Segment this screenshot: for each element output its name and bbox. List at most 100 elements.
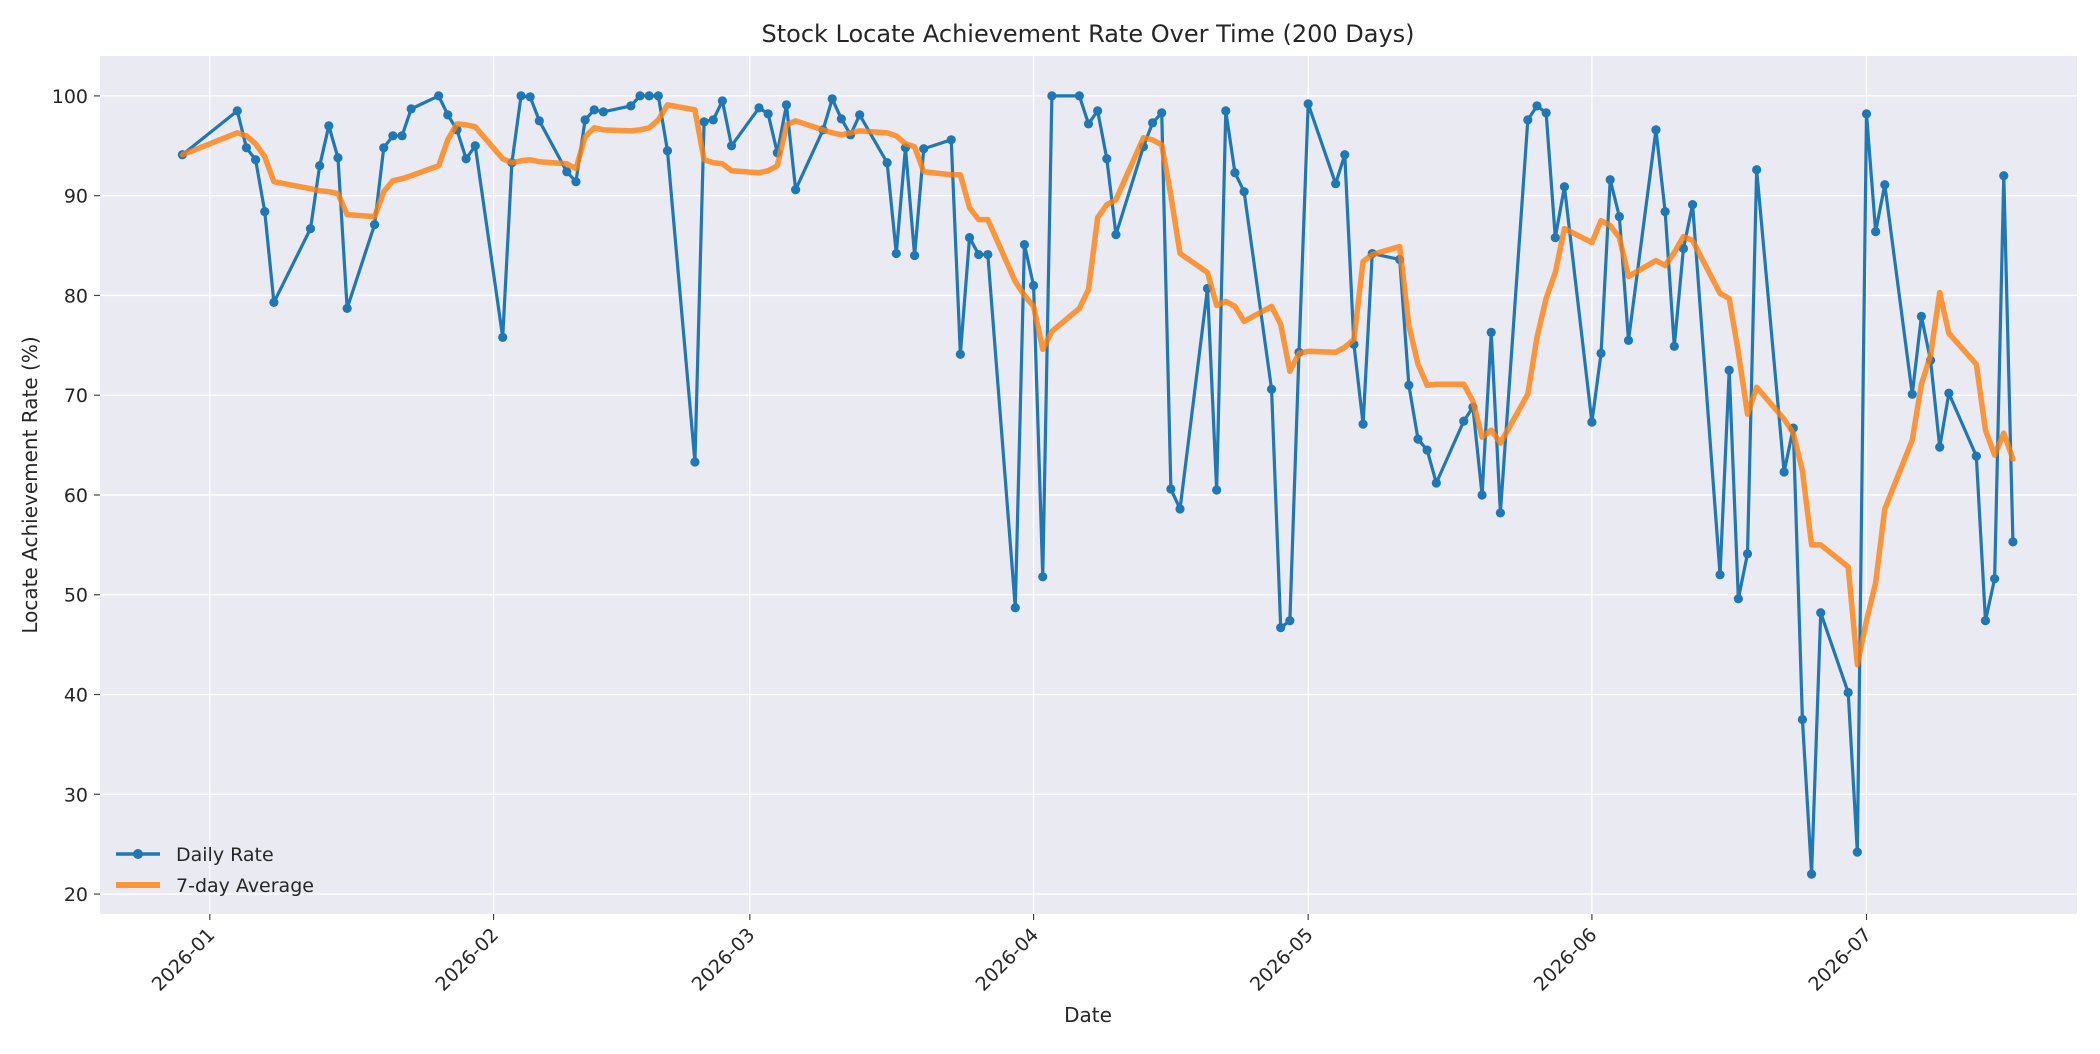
y-tick-label: 40 — [64, 685, 88, 707]
data-point — [369, 220, 380, 230]
chart-title: Stock Locate Achievement Rate Over Time … — [761, 20, 1414, 48]
data-point — [1861, 109, 1872, 119]
data-point — [1175, 504, 1185, 514]
data-point — [461, 154, 471, 164]
data-point — [1111, 229, 1121, 240]
series-line-7-day-average — [179, 102, 2016, 668]
x-tick-label: 2026-07 — [1804, 924, 1876, 996]
data-point — [754, 103, 764, 113]
data-point — [1038, 572, 1048, 582]
data-point — [598, 107, 609, 117]
data-point — [1212, 485, 1222, 495]
data-point — [342, 303, 352, 314]
data-point — [1669, 341, 1679, 351]
data-point — [726, 141, 737, 151]
data-point — [1047, 91, 1057, 101]
data-point — [1715, 570, 1725, 580]
data-point — [1587, 417, 1597, 427]
data-point — [498, 332, 508, 342]
series-layer — [177, 91, 2018, 879]
data-point — [717, 96, 727, 106]
data-point — [1477, 490, 1487, 500]
legend-marker-daily-rate — [133, 849, 143, 859]
data-point — [699, 117, 709, 127]
data-point — [1541, 108, 1551, 118]
data-point — [690, 457, 700, 467]
data-point — [534, 116, 544, 126]
data-point — [379, 143, 389, 153]
data-point — [434, 91, 444, 101]
data-point — [562, 167, 572, 177]
data-point — [571, 177, 581, 187]
data-point — [1742, 549, 1753, 559]
y-tick-label: 50 — [64, 585, 88, 607]
data-point — [910, 250, 920, 261]
data-point — [1358, 419, 1368, 429]
data-point — [305, 224, 316, 234]
legend-label-daily-rate: Daily Rate — [176, 844, 274, 866]
data-point — [1166, 484, 1176, 494]
data-point — [406, 104, 416, 114]
data-point — [1431, 478, 1441, 488]
data-point — [1422, 445, 1432, 455]
series-7-day-average — [179, 102, 2016, 668]
data-point — [836, 114, 846, 124]
y-tick-label: 60 — [64, 485, 88, 507]
x-tick-label: 2026-04 — [971, 924, 1043, 996]
data-point — [1816, 608, 1826, 618]
y-tick-label: 100 — [52, 86, 88, 108]
data-point — [1266, 384, 1277, 394]
data-point — [763, 109, 773, 119]
data-point — [1687, 200, 1698, 210]
data-point — [1660, 207, 1670, 217]
data-point — [324, 121, 334, 131]
data-point — [1230, 168, 1240, 178]
data-point — [1276, 623, 1286, 633]
data-point — [974, 249, 984, 260]
data-point — [791, 185, 801, 195]
grid — [100, 56, 2077, 914]
data-point — [653, 91, 663, 101]
data-point — [1028, 280, 1039, 291]
data-point — [1404, 380, 1414, 390]
x-tick-label: 2026-03 — [688, 924, 760, 996]
data-point — [1074, 91, 1084, 101]
data-point — [388, 131, 398, 141]
data-point — [1999, 171, 2009, 181]
data-point — [644, 91, 654, 101]
data-point — [1532, 101, 1542, 111]
y-tick-label: 20 — [64, 884, 88, 906]
data-point — [1019, 239, 1030, 250]
x-tick-label: 2026-05 — [1246, 924, 1318, 996]
data-point — [626, 101, 636, 111]
data-point — [1980, 616, 1991, 626]
data-point — [1331, 179, 1341, 189]
data-point — [635, 91, 645, 101]
data-point — [2008, 537, 2018, 547]
y-tick-label: 70 — [64, 385, 88, 407]
data-point — [1733, 594, 1743, 604]
data-point — [964, 232, 975, 243]
data-point — [1614, 212, 1624, 222]
data-point — [1880, 180, 1890, 190]
data-point — [1724, 365, 1734, 375]
data-point — [1239, 187, 1249, 197]
data-point — [708, 115, 718, 125]
data-point — [1102, 154, 1112, 164]
data-point — [1495, 508, 1505, 518]
data-point — [580, 115, 590, 125]
data-point — [1523, 115, 1533, 125]
data-point — [955, 349, 965, 359]
data-point — [1596, 348, 1606, 358]
data-point — [260, 207, 270, 217]
data-point — [1971, 451, 1981, 461]
data-point — [1651, 125, 1661, 135]
data-point — [241, 143, 252, 153]
y-axis-label: Locate Achievement Rate (%) — [18, 336, 42, 633]
data-point — [1752, 165, 1762, 175]
data-point — [781, 100, 792, 110]
data-point — [1285, 616, 1295, 626]
data-point — [397, 131, 407, 141]
